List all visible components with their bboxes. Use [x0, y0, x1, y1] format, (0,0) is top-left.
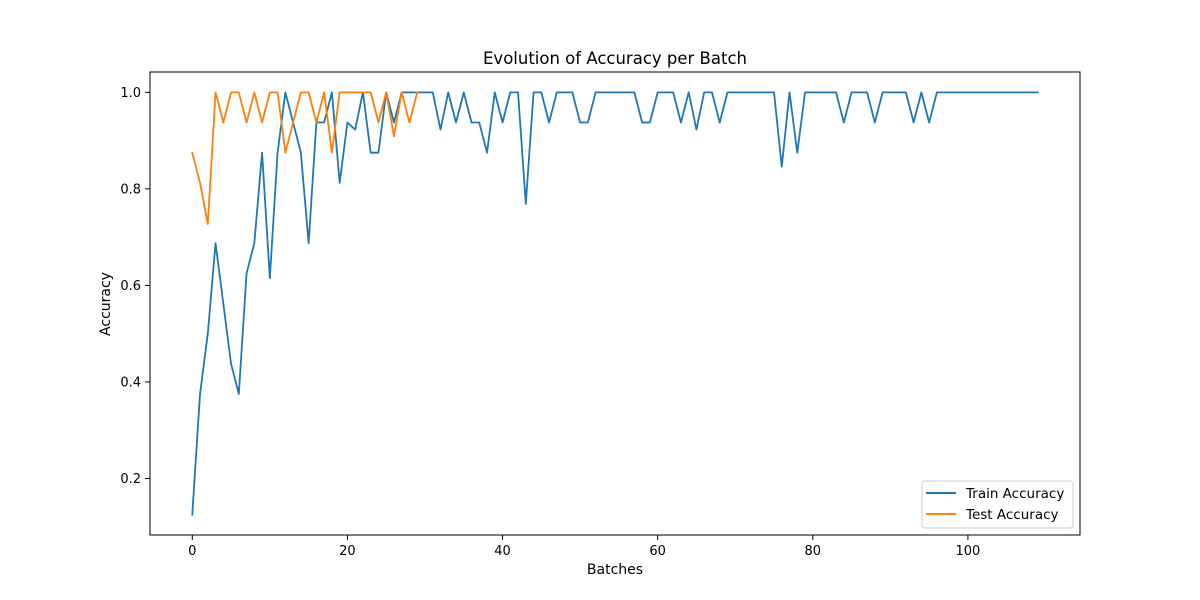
- series-line-test: [191, 91, 419, 225]
- x-axis-label: Batches: [587, 562, 643, 578]
- plot-area: [150, 72, 1080, 535]
- plot-frame: [149, 71, 1081, 536]
- y-axis-label: Accuracy: [98, 272, 114, 336]
- y-tick-label: 0.6: [120, 279, 141, 294]
- legend-label-test: Test Accuracy: [965, 507, 1059, 523]
- y-tick-label: 0.4: [120, 375, 141, 390]
- y-tick-label: 0.8: [120, 182, 141, 197]
- x-tick-label: 20: [339, 544, 356, 559]
- y-axis-ticks: 0.2 0.4 0.6 0.8 1.0: [120, 86, 150, 487]
- x-tick-label: 0: [188, 544, 196, 559]
- x-axis-ticks: 0 20 40 60 80 100: [188, 535, 980, 559]
- legend: Train Accuracy Test Accuracy: [921, 480, 1074, 529]
- series-layer: [191, 91, 1039, 516]
- y-tick-label: 0.2: [120, 472, 141, 487]
- x-tick-label: 40: [494, 544, 511, 559]
- x-tick-label: 100: [956, 544, 981, 559]
- y-tick-label: 1.0: [120, 86, 141, 101]
- chart-title: Evolution of Accuracy per Batch: [483, 49, 747, 68]
- legend-box: [921, 480, 1074, 529]
- x-tick-label: 80: [805, 544, 822, 559]
- x-tick-label: 60: [649, 544, 666, 559]
- series-line-train: [191, 91, 1039, 516]
- legend-label-train: Train Accuracy: [965, 486, 1064, 502]
